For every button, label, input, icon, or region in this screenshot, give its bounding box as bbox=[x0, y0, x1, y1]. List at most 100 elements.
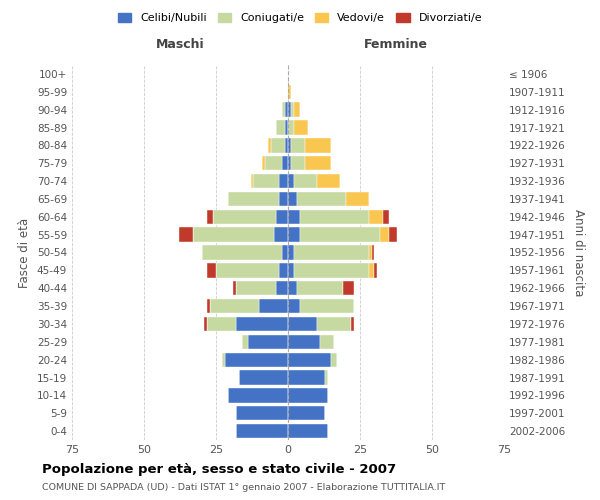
Bar bbox=[274, 228, 288, 242]
Bar bbox=[282, 246, 288, 260]
Bar bbox=[259, 299, 288, 313]
Bar bbox=[253, 174, 280, 188]
Bar bbox=[288, 246, 294, 260]
Bar bbox=[343, 281, 354, 295]
Bar bbox=[294, 102, 299, 117]
Bar bbox=[236, 317, 288, 331]
Bar bbox=[236, 406, 288, 420]
Bar bbox=[288, 424, 328, 438]
Bar bbox=[288, 299, 299, 313]
Bar bbox=[299, 299, 354, 313]
Bar bbox=[277, 281, 288, 295]
Bar bbox=[205, 317, 208, 331]
Bar bbox=[294, 246, 368, 260]
Bar bbox=[239, 370, 288, 384]
Bar bbox=[280, 192, 288, 206]
Bar bbox=[288, 334, 320, 349]
Bar bbox=[288, 120, 294, 134]
Bar bbox=[368, 263, 374, 278]
Bar bbox=[288, 388, 328, 402]
Bar bbox=[325, 370, 328, 384]
Bar bbox=[265, 156, 282, 170]
Bar bbox=[236, 281, 277, 295]
Bar bbox=[280, 263, 288, 278]
Bar bbox=[331, 352, 337, 367]
Bar bbox=[202, 246, 282, 260]
Bar bbox=[224, 352, 288, 367]
Bar bbox=[288, 156, 291, 170]
Bar bbox=[288, 406, 325, 420]
Bar bbox=[262, 156, 265, 170]
Bar bbox=[285, 102, 288, 117]
Bar bbox=[368, 246, 371, 260]
Bar bbox=[288, 138, 291, 152]
Bar bbox=[320, 334, 334, 349]
Bar bbox=[288, 370, 325, 384]
Bar bbox=[277, 210, 288, 224]
Bar bbox=[305, 138, 331, 152]
Bar bbox=[233, 281, 236, 295]
Bar bbox=[216, 263, 280, 278]
Bar bbox=[271, 138, 285, 152]
Bar bbox=[288, 102, 291, 117]
Bar bbox=[236, 424, 288, 438]
Bar bbox=[288, 192, 296, 206]
Bar bbox=[282, 156, 288, 170]
Bar bbox=[380, 228, 389, 242]
Bar bbox=[288, 210, 299, 224]
Bar bbox=[213, 210, 277, 224]
Bar bbox=[291, 102, 294, 117]
Bar bbox=[368, 210, 383, 224]
Y-axis label: Anni di nascita: Anni di nascita bbox=[572, 209, 585, 296]
Bar bbox=[288, 281, 296, 295]
Bar bbox=[294, 120, 308, 134]
Bar bbox=[305, 156, 331, 170]
Bar bbox=[285, 138, 288, 152]
Bar bbox=[193, 228, 274, 242]
Text: COMUNE DI SAPPADA (UD) - Dati ISTAT 1° gennaio 2007 - Elaborazione TUTTITALIA.IT: COMUNE DI SAPPADA (UD) - Dati ISTAT 1° g… bbox=[42, 482, 445, 492]
Bar bbox=[242, 334, 248, 349]
Bar bbox=[288, 228, 299, 242]
Bar bbox=[383, 210, 389, 224]
Bar bbox=[288, 352, 331, 367]
Bar bbox=[294, 174, 317, 188]
Bar bbox=[227, 192, 280, 206]
Bar bbox=[352, 317, 354, 331]
Bar bbox=[208, 317, 236, 331]
Bar bbox=[248, 334, 288, 349]
Bar bbox=[288, 263, 294, 278]
Bar bbox=[296, 281, 343, 295]
Bar bbox=[371, 246, 374, 260]
Bar bbox=[346, 192, 368, 206]
Text: Femmine: Femmine bbox=[364, 38, 428, 51]
Bar bbox=[374, 263, 377, 278]
Bar bbox=[389, 228, 397, 242]
Bar bbox=[210, 299, 259, 313]
Bar bbox=[179, 228, 193, 242]
Bar bbox=[294, 263, 368, 278]
Bar bbox=[222, 352, 224, 367]
Bar bbox=[317, 317, 352, 331]
Bar bbox=[227, 388, 288, 402]
Bar bbox=[208, 210, 213, 224]
Text: Popolazione per età, sesso e stato civile - 2007: Popolazione per età, sesso e stato civil… bbox=[42, 462, 396, 475]
Y-axis label: Fasce di età: Fasce di età bbox=[19, 218, 31, 288]
Bar bbox=[288, 84, 291, 99]
Bar bbox=[288, 174, 294, 188]
Text: Maschi: Maschi bbox=[155, 38, 205, 51]
Bar bbox=[282, 102, 285, 117]
Bar bbox=[291, 138, 305, 152]
Bar bbox=[296, 192, 346, 206]
Bar bbox=[268, 138, 271, 152]
Bar bbox=[288, 317, 317, 331]
Bar bbox=[208, 263, 216, 278]
Bar bbox=[285, 120, 288, 134]
Bar bbox=[299, 228, 380, 242]
Bar bbox=[251, 174, 253, 188]
Bar bbox=[280, 174, 288, 188]
Bar bbox=[299, 210, 368, 224]
Legend: Celibi/Nubili, Coniugati/e, Vedovi/e, Divorziati/e: Celibi/Nubili, Coniugati/e, Vedovi/e, Di… bbox=[113, 8, 487, 28]
Bar bbox=[208, 299, 210, 313]
Bar bbox=[317, 174, 340, 188]
Bar bbox=[291, 156, 305, 170]
